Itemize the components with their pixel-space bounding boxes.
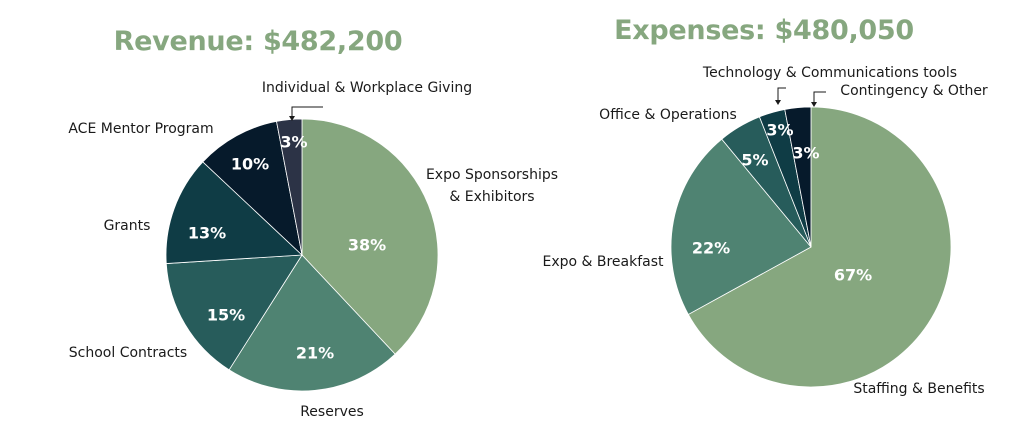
revenue-pct-label: 21% bbox=[296, 344, 334, 363]
revenue-category-label: Grants bbox=[104, 218, 151, 234]
revenue-pie: 38% 21% 15% 13% 10% 3% Expo Sponsorships & Exhi… bbox=[68, 80, 558, 420]
revenue-slice-ace-mentor-program bbox=[202, 120, 303, 257]
expenses-slice-expo-breakfast bbox=[670, 138, 812, 315]
expenses-pie: 67% 22% 5% 3% 3% Staffing & Benefits Expo & Br… bbox=[542, 65, 987, 397]
leader-line bbox=[291, 106, 323, 118]
revenue-slice-school-contracts bbox=[165, 254, 303, 371]
expenses-category-label: Contingency & Other bbox=[840, 83, 988, 99]
revenue-slice-reserves bbox=[228, 254, 396, 392]
leader-arrowhead bbox=[775, 100, 781, 105]
revenue-category-label: School Contracts bbox=[69, 345, 187, 361]
expenses-slice-staffing-benefits bbox=[687, 106, 952, 388]
expenses-category-label: Staffing & Benefits bbox=[853, 381, 984, 397]
revenue-pct-label: 10% bbox=[231, 155, 269, 174]
revenue-category-label: Reserves bbox=[300, 404, 364, 420]
leader-lines bbox=[289, 87, 826, 121]
revenue-pct-label: 38% bbox=[348, 236, 386, 255]
revenue-category-label: ACE Mentor Program bbox=[68, 121, 213, 137]
revenue-slice-grants bbox=[165, 161, 303, 264]
expenses-pct-label: 3% bbox=[766, 121, 793, 140]
expenses-category-label: Expo & Breakfast bbox=[542, 254, 664, 270]
expenses-pct-label: 5% bbox=[741, 151, 768, 170]
expenses-chart-title: Expenses: $480,050 bbox=[614, 15, 914, 46]
expenses-pct-label: 22% bbox=[692, 239, 730, 258]
revenue-pct-label: 15% bbox=[207, 306, 245, 325]
expenses-category-label: Technology & Communications tools bbox=[702, 65, 957, 81]
leader-arrowhead bbox=[811, 102, 817, 107]
revenue-category-label: Expo Sponsorships & Exhibitors bbox=[426, 167, 558, 205]
revenue-chart-title: Revenue: $482,200 bbox=[113, 26, 403, 57]
expenses-pct-label: 67% bbox=[834, 266, 872, 285]
leader-arrowhead bbox=[289, 116, 295, 121]
expenses-pct-label: 3% bbox=[792, 144, 819, 163]
expenses-slice-contingency-other bbox=[784, 106, 812, 248]
revenue-slice-individual-workplace-giving bbox=[276, 118, 303, 256]
leader-line bbox=[777, 87, 786, 102]
revenue-slice-expo-sponsorships-exhibitors bbox=[301, 118, 439, 355]
leader-line bbox=[813, 91, 826, 104]
revenue-pct-label: 13% bbox=[188, 224, 226, 243]
revenue-pct-label: 3% bbox=[280, 133, 307, 152]
revenue-category-label: Individual & Workplace Giving bbox=[262, 80, 472, 96]
expenses-category-label: Office & Operations bbox=[599, 107, 737, 123]
